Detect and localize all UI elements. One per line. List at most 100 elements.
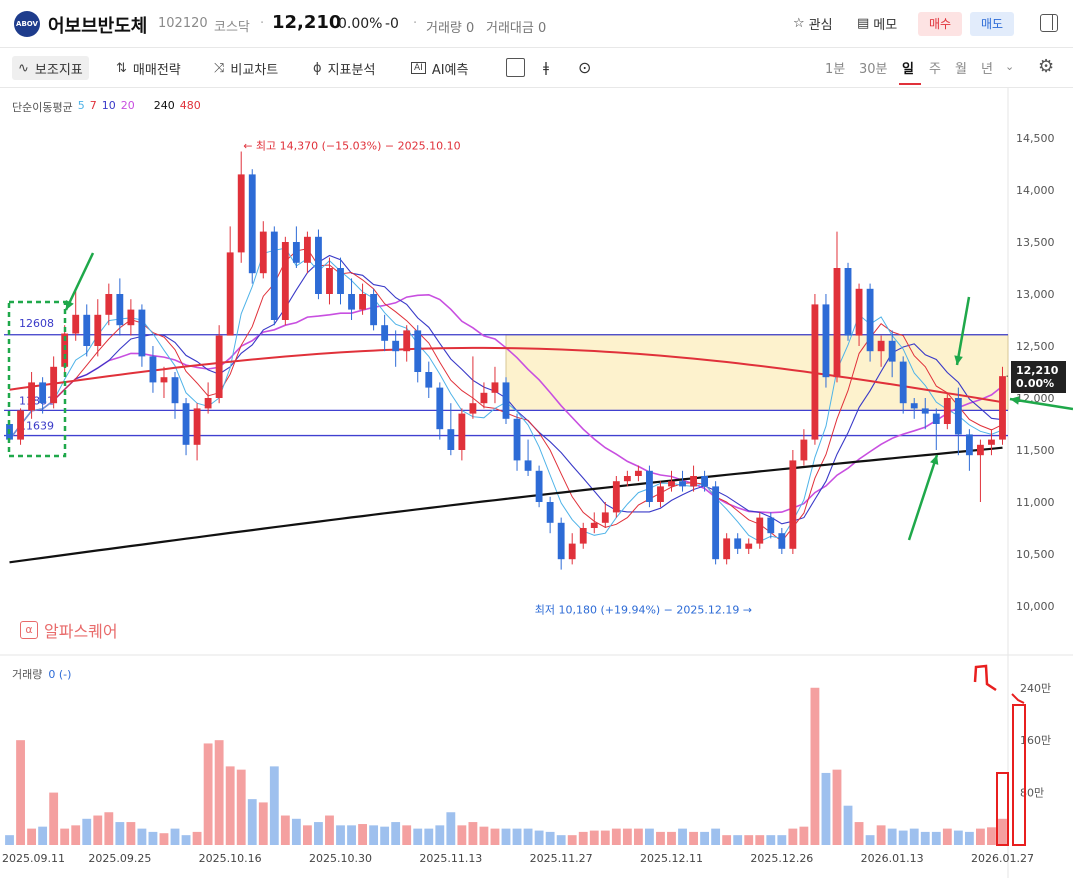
candle-body: [844, 268, 852, 336]
volume-bar: [744, 835, 754, 845]
period-30min[interactable]: 30분: [859, 62, 888, 77]
level-label: 12608: [19, 317, 54, 330]
volume-bar: [82, 818, 92, 845]
ma-legend-title: 단순이동평균: [12, 101, 73, 114]
level-label: 11639: [19, 420, 54, 433]
volume-bar: [435, 825, 445, 845]
market-label: 코스닥: [214, 20, 250, 35]
red-scribble: [973, 664, 997, 692]
volume-bar: [722, 835, 732, 845]
candle-body: [303, 236, 311, 263]
volume-bar: [258, 802, 268, 845]
y-tick-label: 11,500: [1016, 444, 1055, 457]
green-arrow: [955, 296, 971, 366]
volume-bar: [667, 831, 676, 845]
volume-bar: [821, 772, 831, 845]
period-month[interactable]: 월: [955, 62, 967, 77]
extreme-annotation: ← 최고 14,370 (−15.03%) − 2025.10.10: [243, 140, 460, 153]
buy-button[interactable]: 매수: [918, 12, 962, 36]
pattern-icon: ϕ: [313, 60, 322, 76]
volume-bar: [302, 825, 312, 845]
volume-bar: [159, 833, 169, 845]
compare-label: 비교차트: [230, 62, 279, 78]
candle-body: [281, 242, 289, 320]
volume-bar: [280, 815, 290, 845]
candle-body: [888, 340, 896, 362]
strategy-icon: ⇅: [116, 60, 127, 76]
volume-bar: [678, 828, 687, 845]
indicator-icon: ∿: [18, 60, 29, 76]
amount-label: 거래대금 0: [486, 21, 547, 36]
candle-body: [248, 174, 256, 274]
compare-button[interactable]: ⤨ 비교차트: [214, 58, 278, 78]
volume-legend-value: 0 (-): [48, 668, 72, 681]
chevron-down-icon[interactable]: ⌄: [1005, 60, 1015, 73]
alphasquare-watermark: α 알파스퀘어: [20, 618, 118, 642]
volume-bar: [49, 792, 59, 845]
ma240-line: [9, 446, 1003, 564]
candle-body: [226, 252, 234, 336]
volume-tick-label: 80만: [1020, 787, 1044, 800]
gear-icon[interactable]: ⚙: [1038, 56, 1055, 77]
candle-body: [999, 376, 1006, 440]
period-day[interactable]: 일: [902, 62, 914, 77]
camera-icon[interactable]: ⊙: [578, 57, 592, 77]
x-tick-label: 2025.11.27: [530, 852, 593, 865]
ai-label: AI예측: [431, 62, 469, 78]
candle-body: [899, 361, 907, 404]
x-tick-label: 2025.09.25: [88, 852, 151, 865]
candle-body: [789, 460, 797, 549]
pattern-button[interactable]: ϕ 지표분석: [313, 58, 375, 78]
volume-bar: [214, 740, 224, 845]
candle-body: [502, 382, 510, 419]
change-percent: 0.00%: [338, 16, 383, 32]
candle-body: [127, 309, 135, 326]
candle-body: [690, 476, 697, 487]
candle-body: [491, 382, 499, 393]
candle-body: [94, 314, 102, 346]
sell-button[interactable]: 매도: [970, 12, 1014, 36]
current-price: 12,210: [272, 12, 342, 33]
volume-bar: [711, 828, 721, 845]
x-tick-label: 2026.01.27: [971, 852, 1034, 865]
memo-button[interactable]: ▤ 메모: [857, 14, 897, 33]
ma-legend-240: 240: [153, 99, 175, 112]
ai-button[interactable]: AI AI예측: [411, 58, 468, 78]
chart-toolbar: ∿ 보조지표 ⇅ 매매전략 ⤨ 비교차트 ϕ 지표분석 AI AI예측: [0, 48, 1073, 88]
candle-body: [623, 476, 631, 482]
indicator-button[interactable]: ∿ 보조지표: [12, 56, 89, 80]
volume-bar: [27, 828, 37, 845]
strategy-button[interactable]: ⇅ 매매전략: [116, 58, 181, 78]
volume-bar: [909, 828, 919, 845]
x-tick-label: 2025.12.11: [640, 852, 703, 865]
candle-body: [943, 398, 951, 424]
volume-bar: [755, 835, 765, 845]
candle-body: [535, 470, 543, 502]
period-year[interactable]: 년: [981, 62, 993, 77]
volume-bar: [788, 828, 798, 845]
drawing-square-icon[interactable]: [506, 58, 525, 77]
side-panel-icon[interactable]: [1040, 14, 1058, 32]
period-week[interactable]: 주: [929, 62, 941, 77]
candle-body: [723, 538, 731, 560]
watch-button[interactable]: ☆ 관심: [793, 14, 833, 33]
candle-body: [17, 410, 24, 440]
separator-dot: ·: [260, 16, 265, 31]
period-1min[interactable]: 1분: [825, 62, 846, 77]
candle-type-icon[interactable]: ǂ: [543, 60, 549, 76]
volume-bar: [170, 828, 180, 845]
stock-name[interactable]: 어보브반도체: [48, 16, 148, 37]
volume-bar: [578, 831, 588, 845]
green-arrow: [64, 252, 95, 311]
candle-body: [182, 403, 190, 445]
price-chart[interactable]: 12608 11881 11639 14,500 14,000 13,500 13,000 1…: [0, 88, 1073, 878]
volume-bar: [964, 831, 974, 845]
candle-body: [447, 429, 455, 450]
red-scribble: [1011, 693, 1025, 704]
green-arrow-head: [65, 300, 74, 310]
change-amount: -0: [385, 16, 399, 32]
volume-bar: [689, 831, 698, 845]
red-highlight-box: [996, 772, 1009, 846]
ma-legend-480: 480: [179, 99, 201, 112]
candle-body: [50, 366, 58, 404]
